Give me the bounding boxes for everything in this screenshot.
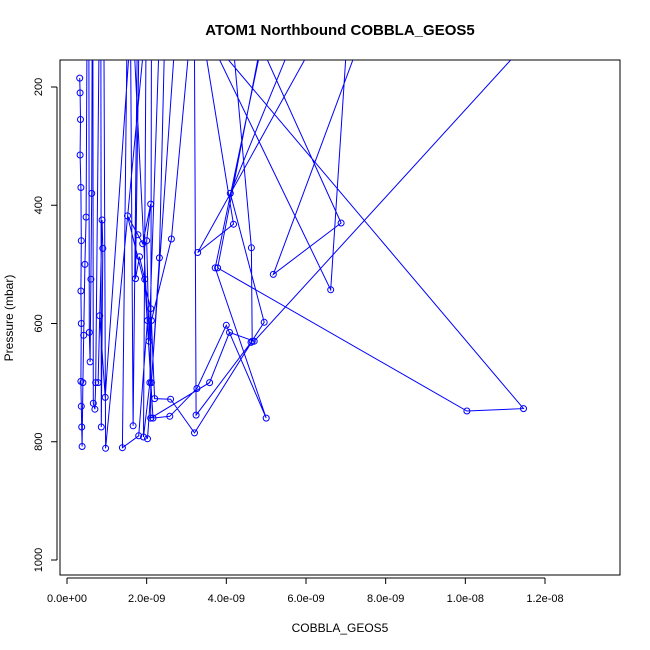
data-point [214,264,222,272]
x-axis: 0.0e+00 2.0e-09 4.0e-09 6.0e-09 8.0e-09 1.0e-… [47,577,564,605]
x-tick-label: 1.2e-08 [526,593,563,605]
data-point [98,216,106,224]
data-point [94,379,102,387]
data-point [77,184,85,191]
data-point [80,331,88,339]
data-point [463,407,471,415]
data-point [192,411,200,419]
data-point [149,414,157,422]
x-axis-label: COBBLA_GEOS5 [292,621,389,635]
x-tick-label: 4.0e-09 [208,593,245,605]
data-point [82,213,90,221]
data-point [92,379,100,387]
data-point [76,74,84,82]
data-point [76,151,84,159]
data-point [85,328,93,336]
data-point [191,429,198,437]
data-point [262,414,270,422]
data-point [102,444,110,452]
data-point [99,244,107,252]
data-point [167,235,175,243]
data-point [76,89,84,97]
x-tick-label: 6.0e-09 [287,593,324,605]
data-point [206,379,214,387]
data-point [77,237,85,245]
data-point [77,320,85,327]
data-point [78,443,86,450]
y-tick-label: 600 [33,314,45,332]
series-line [79,60,525,449]
data-point [87,275,95,283]
data-point [144,317,151,324]
x-tick-label: 8.0e-09 [367,593,404,605]
data-point [143,237,151,245]
data-point [147,317,155,324]
data-point [155,254,163,262]
data-point [151,395,159,403]
data-point [77,116,84,123]
data-point [146,379,154,387]
data-point [144,435,151,443]
x-tick-label: 1.0e-08 [447,593,484,605]
data-point [260,318,268,326]
chart-title: ATOM1 Northbound COBBLA_GEOS5 [205,22,474,39]
data-point [141,275,149,283]
data-point [86,358,94,366]
data-point [135,432,143,440]
data-point [79,379,87,387]
data-point [211,264,219,272]
data-point [269,270,277,278]
data-point [77,402,85,410]
y-tick-label: 200 [33,78,45,96]
data-point [166,412,174,420]
data-point [222,321,230,329]
y-tick-label: 400 [33,196,45,214]
series-layer [76,60,527,452]
data-point [230,220,237,228]
data-point [194,249,202,256]
data-point [124,212,131,220]
data-point [147,305,155,313]
data-point [147,414,155,422]
data-point [247,338,255,346]
y-tick-label: 800 [33,433,45,451]
x-tick-label: 2.0e-09 [128,593,165,605]
x-tick-label: 0.0e+00 [47,593,87,605]
y-axis-label: Pressure (mbar) [2,275,16,362]
plot-frame [59,59,621,576]
data-point [337,219,345,227]
data-point [250,337,258,345]
data-point [136,253,143,261]
data-point [520,405,527,413]
data-point [327,286,335,294]
data-point [77,287,85,295]
data-point [248,337,256,345]
data-point [91,405,99,413]
data-point [129,422,137,430]
data-point [78,423,86,431]
data-point [96,312,104,320]
data-point [226,189,234,197]
data-point [134,231,142,239]
data-point [145,337,153,345]
data-point [101,393,109,401]
data-point [88,189,96,197]
data-point [193,385,201,392]
data-point [140,433,147,441]
data-point [118,444,126,452]
data-point [147,200,155,208]
data-point [247,244,255,252]
data-point [97,423,105,431]
data-point [132,275,139,283]
data-point [81,260,89,268]
data-point [167,395,175,403]
y-axis: 200 400 600 800 1000 [33,78,58,572]
y-tick-label: 1000 [33,548,45,572]
data-point [226,328,233,336]
